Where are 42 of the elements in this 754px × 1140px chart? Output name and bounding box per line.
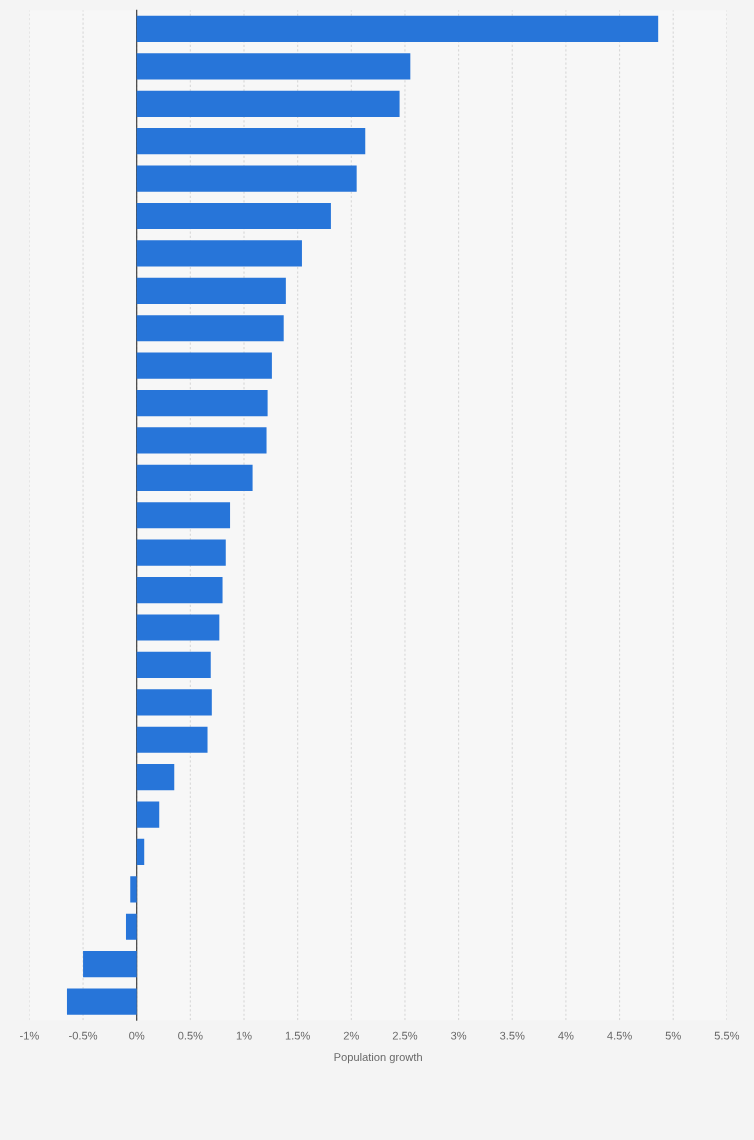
bar xyxy=(136,277,286,304)
x-tick-label: 2% xyxy=(343,1031,359,1040)
bar xyxy=(136,240,302,267)
bar xyxy=(136,389,268,417)
x-tick-label: 1% xyxy=(236,1031,252,1040)
bar xyxy=(136,838,145,866)
x-tick-label: -1% xyxy=(20,1031,39,1040)
bar xyxy=(136,90,400,117)
bar xyxy=(136,128,366,155)
x-tick-label: 0.5% xyxy=(178,1031,203,1040)
x-axis-title: Population growth xyxy=(334,1052,422,1064)
x-tick-label: 1.5% xyxy=(285,1031,310,1040)
bar xyxy=(136,53,411,80)
bar xyxy=(136,15,659,43)
bar xyxy=(130,876,137,903)
bar xyxy=(136,352,272,379)
bar xyxy=(136,651,211,679)
bar xyxy=(136,427,267,454)
x-tick-label: 4.5% xyxy=(607,1031,632,1040)
bar xyxy=(136,801,160,828)
bar xyxy=(136,202,331,230)
bar xyxy=(125,913,137,940)
bar xyxy=(136,577,223,604)
bar xyxy=(66,988,137,1015)
x-tick-label: 3.5% xyxy=(500,1031,525,1040)
bar xyxy=(136,764,175,791)
bar xyxy=(136,539,226,566)
x-tick-label: -0.5% xyxy=(69,1031,98,1040)
bar xyxy=(136,726,208,753)
bar xyxy=(136,464,253,491)
x-tick-label: 0% xyxy=(129,1031,145,1040)
x-tick-label: 5% xyxy=(665,1031,681,1040)
x-tick-label: 3% xyxy=(451,1031,467,1040)
x-tick-label: 4% xyxy=(558,1031,574,1040)
x-tick-label: 2.5% xyxy=(392,1031,418,1040)
bar xyxy=(83,951,137,978)
x-tick-label: 5.5% xyxy=(714,1031,740,1040)
bar xyxy=(136,689,212,716)
bar xyxy=(136,502,231,529)
bar xyxy=(136,165,357,192)
bar xyxy=(136,315,284,342)
bar xyxy=(136,614,220,641)
